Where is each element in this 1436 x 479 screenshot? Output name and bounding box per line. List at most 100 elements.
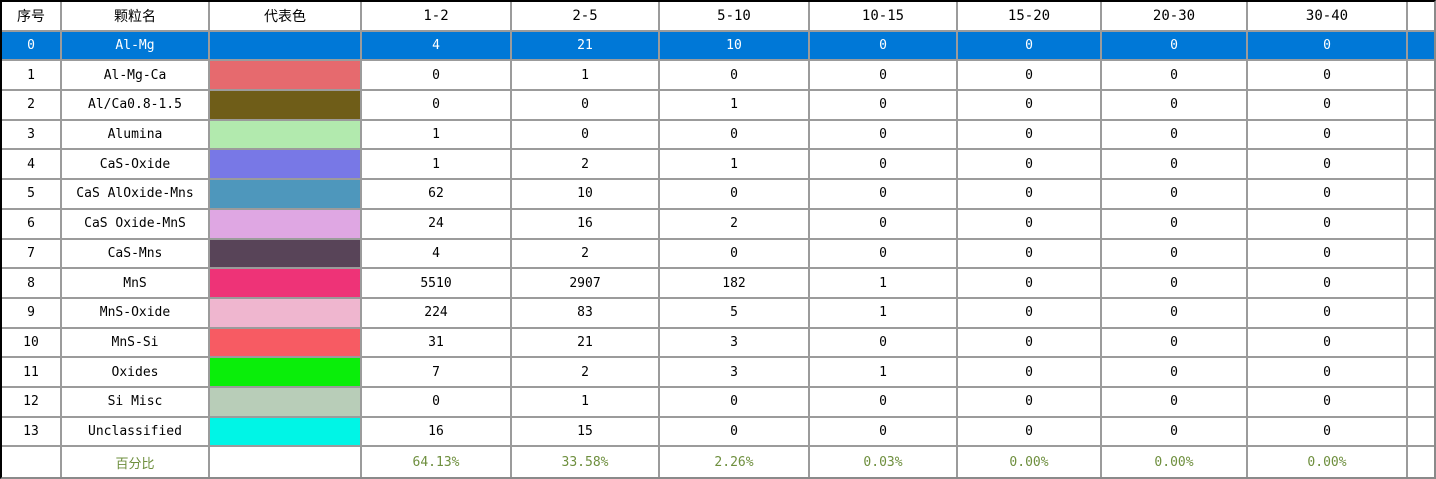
cell-particle-name[interactable]: CaS-Mns xyxy=(62,239,210,270)
cell-count-value[interactable]: 1 xyxy=(660,91,810,121)
cell-particle-name[interactable]: Oxides xyxy=(62,358,210,388)
cell-count-value[interactable]: 2 xyxy=(660,209,810,240)
cell-filler[interactable] xyxy=(1408,209,1434,240)
cell-particle-name[interactable]: Al-Mg xyxy=(62,31,210,62)
column-header[interactable]: 序号 xyxy=(2,2,62,32)
cell-count-value[interactable]: 0 xyxy=(1248,298,1408,329)
cell-count-value[interactable]: 4 xyxy=(362,31,512,62)
cell-count-value[interactable]: 0 xyxy=(1102,180,1248,210)
cell-count-value[interactable]: 0 xyxy=(1248,269,1408,299)
cell-count-value[interactable]: 0 xyxy=(1248,358,1408,388)
cell-count-value[interactable]: 83 xyxy=(512,298,660,329)
cell-filler[interactable] xyxy=(1408,358,1434,388)
cell-count-value[interactable]: 0 xyxy=(1248,328,1408,359)
cell-particle-name[interactable]: CaS AlOxide-Mns xyxy=(62,180,210,210)
column-header[interactable]: 2-5 xyxy=(512,2,660,32)
cell-filler[interactable] xyxy=(1408,269,1434,299)
cell-color-swatch[interactable] xyxy=(210,91,362,121)
cell-count-value[interactable]: 1 xyxy=(810,269,958,299)
cell-filler[interactable] xyxy=(1408,180,1434,210)
cell-row-index[interactable]: 11 xyxy=(2,358,62,388)
cell-count-value[interactable]: 0 xyxy=(810,180,958,210)
cell-row-index[interactable]: 2 xyxy=(2,91,62,121)
cell-count-value[interactable]: 3 xyxy=(660,358,810,388)
cell-filler[interactable] xyxy=(1408,298,1434,329)
cell-filler[interactable] xyxy=(1408,61,1434,92)
cell-filler[interactable] xyxy=(1408,120,1434,151)
column-header[interactable]: 10-15 xyxy=(810,2,958,32)
cell-count-value[interactable]: 21 xyxy=(512,328,660,359)
cell-count-value[interactable]: 0 xyxy=(958,417,1102,448)
cell-count-value[interactable]: 0 xyxy=(660,387,810,418)
cell-count-value[interactable]: 5510 xyxy=(362,269,512,299)
cell-color-swatch[interactable] xyxy=(210,239,362,270)
cell-count-value[interactable]: 0 xyxy=(1248,209,1408,240)
cell-particle-name[interactable]: MnS-Oxide xyxy=(62,298,210,329)
cell-filler[interactable] xyxy=(1408,387,1434,418)
cell-count-value[interactable]: 4 xyxy=(362,239,512,270)
cell-particle-name[interactable]: MnS xyxy=(62,269,210,299)
cell-color-swatch[interactable] xyxy=(210,387,362,418)
cell-count-value[interactable]: 0 xyxy=(1248,150,1408,181)
cell-count-value[interactable]: 224 xyxy=(362,298,512,329)
cell-count-value[interactable]: 0 xyxy=(1102,239,1248,270)
cell-count-value[interactable]: 0 xyxy=(958,209,1102,240)
cell-count-value[interactable]: 0 xyxy=(362,387,512,418)
cell-count-value[interactable]: 1 xyxy=(512,387,660,418)
cell-count-value[interactable]: 0 xyxy=(660,180,810,210)
cell-row-index[interactable]: 5 xyxy=(2,180,62,210)
cell-count-value[interactable]: 0 xyxy=(958,120,1102,151)
cell-count-value[interactable]: 0 xyxy=(1102,91,1248,121)
cell-count-value[interactable]: 0 xyxy=(1102,387,1248,418)
column-header[interactable]: 15-20 xyxy=(958,2,1102,32)
cell-filler[interactable] xyxy=(1408,150,1434,181)
cell-count-value[interactable]: 2907 xyxy=(512,269,660,299)
cell-count-value[interactable]: 62 xyxy=(362,180,512,210)
cell-count-value[interactable]: 2 xyxy=(512,150,660,181)
cell-count-value[interactable]: 0 xyxy=(958,358,1102,388)
cell-color-swatch[interactable] xyxy=(210,31,362,62)
cell-row-index[interactable]: 12 xyxy=(2,387,62,418)
cell-count-value[interactable]: 0 xyxy=(810,150,958,181)
column-header[interactable]: 颗粒名 xyxy=(62,2,210,32)
cell-row-index[interactable]: 0 xyxy=(2,31,62,62)
column-header[interactable]: 代表色 xyxy=(210,2,362,32)
cell-particle-name[interactable]: Al/Ca0.8-1.5 xyxy=(62,91,210,121)
cell-count-value[interactable]: 0 xyxy=(810,120,958,151)
cell-particle-name[interactable]: Unclassified xyxy=(62,417,210,448)
cell-filler[interactable] xyxy=(1408,328,1434,359)
cell-count-value[interactable]: 24 xyxy=(362,209,512,240)
cell-color-swatch[interactable] xyxy=(210,298,362,329)
cell-count-value[interactable]: 0 xyxy=(958,61,1102,92)
column-header[interactable]: 1-2 xyxy=(362,2,512,32)
cell-count-value[interactable]: 2 xyxy=(512,239,660,270)
cell-particle-name[interactable]: Alumina xyxy=(62,120,210,151)
cell-count-value[interactable]: 0 xyxy=(958,180,1102,210)
cell-count-value[interactable]: 15 xyxy=(512,417,660,448)
cell-row-index[interactable]: 3 xyxy=(2,120,62,151)
cell-count-value[interactable]: 0 xyxy=(362,61,512,92)
column-header[interactable]: 30-40 xyxy=(1248,2,1408,32)
column-header[interactable]: 5-10 xyxy=(660,2,810,32)
cell-count-value[interactable]: 1 xyxy=(362,150,512,181)
cell-count-value[interactable]: 0 xyxy=(810,209,958,240)
cell-count-value[interactable]: 0 xyxy=(660,120,810,151)
cell-count-value[interactable]: 0 xyxy=(810,239,958,270)
cell-particle-name[interactable]: CaS Oxide-MnS xyxy=(62,209,210,240)
cell-particle-name[interactable]: Al-Mg-Ca xyxy=(62,61,210,92)
cell-count-value[interactable]: 7 xyxy=(362,358,512,388)
cell-count-value[interactable]: 0 xyxy=(1248,239,1408,270)
cell-count-value[interactable]: 21 xyxy=(512,31,660,62)
cell-count-value[interactable]: 2 xyxy=(512,358,660,388)
cell-color-swatch[interactable] xyxy=(210,120,362,151)
cell-count-value[interactable]: 0 xyxy=(958,328,1102,359)
cell-count-value[interactable]: 0 xyxy=(660,239,810,270)
cell-count-value[interactable]: 0 xyxy=(1102,328,1248,359)
cell-filler[interactable] xyxy=(1408,31,1434,62)
cell-color-swatch[interactable] xyxy=(210,417,362,448)
cell-color-swatch[interactable] xyxy=(210,358,362,388)
cell-count-value[interactable]: 5 xyxy=(660,298,810,329)
cell-row-index[interactable]: 10 xyxy=(2,328,62,359)
cell-particle-name[interactable]: Si Misc xyxy=(62,387,210,418)
cell-count-value[interactable]: 0 xyxy=(1102,120,1248,151)
